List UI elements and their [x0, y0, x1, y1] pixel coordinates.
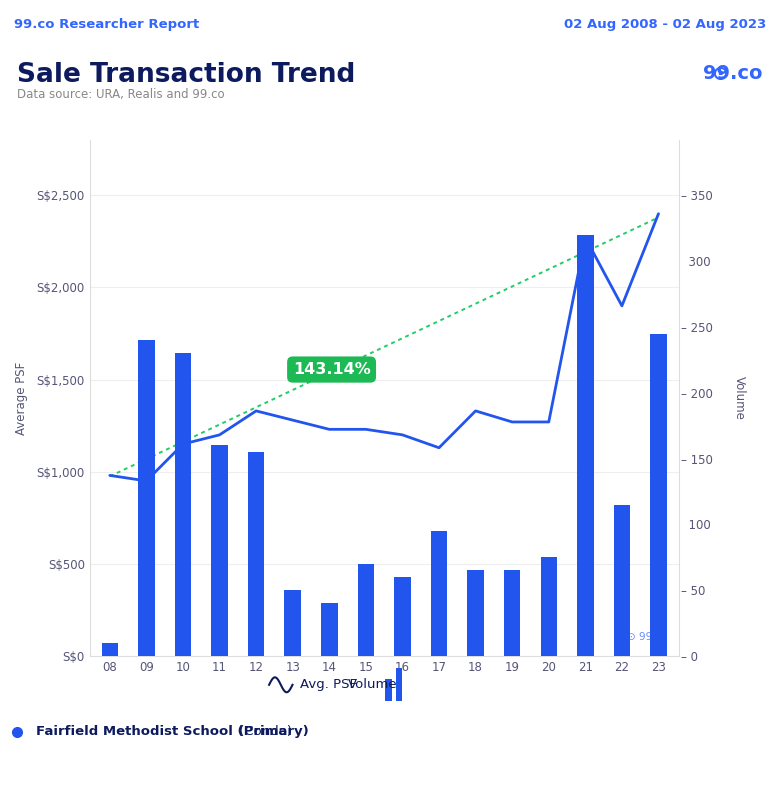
- Text: Data source: URA, Realis and 99.co: Data source: URA, Realis and 99.co: [17, 88, 225, 102]
- Text: 99.co: 99.co: [704, 64, 763, 83]
- Text: Volume: Volume: [348, 678, 398, 691]
- Bar: [541, 558, 557, 656]
- Bar: [396, 668, 402, 702]
- Bar: [394, 577, 410, 656]
- Text: Avg. PSF: Avg. PSF: [300, 678, 357, 691]
- Y-axis label: Volume: Volume: [732, 376, 746, 420]
- Text: 143.14%: 143.14%: [292, 362, 370, 377]
- Text: 99.co Researcher Report: 99.co Researcher Report: [14, 18, 200, 31]
- Text: ⊙: ⊙: [711, 64, 729, 84]
- Bar: [175, 354, 191, 656]
- Text: Fairfield Methodist School (Primary): Fairfield Methodist School (Primary): [36, 725, 309, 738]
- Bar: [358, 564, 374, 656]
- Bar: [614, 505, 630, 656]
- Bar: [285, 590, 301, 656]
- Bar: [248, 452, 264, 656]
- Bar: [101, 643, 118, 656]
- Bar: [385, 678, 392, 702]
- Bar: [504, 570, 520, 656]
- Text: ⊙ 99co: ⊙ 99co: [626, 631, 664, 642]
- Bar: [577, 234, 594, 656]
- Bar: [321, 603, 338, 656]
- Bar: [138, 340, 154, 656]
- Text: (Condo): (Condo): [235, 725, 292, 738]
- Y-axis label: Average PSF: Average PSF: [16, 362, 28, 434]
- Bar: [467, 570, 484, 656]
- Bar: [431, 531, 447, 656]
- Text: 02 Aug 2008 - 02 Aug 2023: 02 Aug 2008 - 02 Aug 2023: [564, 18, 766, 31]
- Text: Sale Transaction Trend: Sale Transaction Trend: [17, 62, 356, 87]
- Bar: [651, 334, 667, 656]
- Bar: [211, 446, 228, 656]
